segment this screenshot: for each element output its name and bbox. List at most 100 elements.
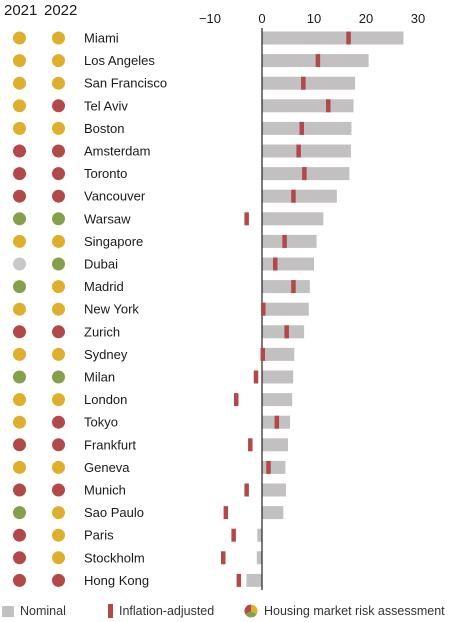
risk-dot-2022 <box>52 167 65 181</box>
inflation-adjusted-marker <box>244 212 249 226</box>
inflation-adjusted-marker <box>253 370 259 384</box>
inflation-adjusted-marker <box>221 551 226 565</box>
inflation-adjusted-swatch <box>108 604 113 618</box>
city-label: Dubai <box>84 257 118 272</box>
nominal-swatch <box>2 605 14 617</box>
risk-dot-2021 <box>13 234 26 248</box>
inflation-adjusted-marker <box>291 280 296 294</box>
inflation-adjusted-marker <box>274 415 280 429</box>
inflation-adjusted-marker <box>299 121 305 135</box>
city-label: Zurich <box>84 324 120 339</box>
city-label: San Francisco <box>84 76 167 91</box>
nominal-bar <box>262 506 284 520</box>
risk-dot-2021 <box>13 370 26 384</box>
city-label: Amsterdam <box>84 144 150 159</box>
risk-dot-2021 <box>13 438 26 452</box>
inflation-adjusted-marker <box>284 325 289 339</box>
risk-dot-2022 <box>52 76 65 90</box>
city-label: Warsaw <box>84 211 131 226</box>
inflation-adjusted-marker <box>260 347 266 361</box>
inflation-adjusted-marker <box>244 483 249 497</box>
legend-label-risk-assessment: Housing market risk assessment <box>264 604 445 618</box>
inflation-adjusted-marker <box>236 573 242 587</box>
inflation-adjusted-marker <box>302 167 307 181</box>
risk-dot-2022 <box>52 325 65 339</box>
nominal-bar <box>262 31 404 45</box>
inflation-adjusted-marker <box>223 506 229 520</box>
city-label: Paris <box>84 528 114 543</box>
risk-dot-2022 <box>52 506 65 520</box>
risk-dot-2022 <box>52 460 65 474</box>
risk-dot-2022 <box>52 415 65 429</box>
risk-dot-2021 <box>13 506 26 520</box>
year-2022-header: 2022 <box>44 2 78 19</box>
nominal-bar <box>262 438 288 452</box>
legend-item-nominal: Nominal <box>2 601 66 621</box>
inflation-adjusted-marker <box>266 460 271 474</box>
bar-layer <box>246 31 404 587</box>
nominal-bar <box>262 144 351 158</box>
inflation-adjusted-marker <box>282 234 287 248</box>
risk-dot-2021 <box>13 257 26 271</box>
risk-dot-2021 <box>13 483 26 497</box>
inflation-adjusted-marker <box>234 393 239 407</box>
nominal-bar <box>257 528 262 542</box>
risk-dot-2021 <box>13 144 26 158</box>
nominal-bar <box>262 347 295 361</box>
risk-dot-2022 <box>52 99 65 113</box>
risk-dot-2022 <box>52 551 65 565</box>
risk-dot-2021 <box>13 393 26 407</box>
year-2021-header: 2021 <box>4 2 38 19</box>
label-layer: Miami Los Angeles San Francisco Tel Aviv Bos… <box>84 31 167 588</box>
inflation-adjusted-marker <box>301 76 306 90</box>
risk-dot-2022 <box>52 212 65 226</box>
nominal-bar <box>262 460 286 474</box>
city-label: Munich <box>84 483 126 498</box>
legend-item-risk-assessment: Housing market risk assessment <box>244 601 445 621</box>
nominal-bar <box>262 121 352 135</box>
city-label: Frankfurt <box>84 437 136 452</box>
chart-legend: Nominal Inflation-adjusted Housing marke… <box>0 601 473 621</box>
inflation-adjusted-marker <box>315 54 321 68</box>
risk-dot-2021 <box>13 99 26 113</box>
risk-dot-2021 <box>13 347 26 361</box>
nominal-bar <box>262 393 293 407</box>
x-tick-label: −10 <box>199 11 221 26</box>
city-label: Milan <box>84 370 115 385</box>
risk-dot-2022 <box>52 573 65 587</box>
risk-dot-2021 <box>13 551 26 565</box>
risk-dot-2022 <box>52 280 65 294</box>
city-label: Singapore <box>84 234 143 249</box>
nominal-bar <box>262 234 317 248</box>
city-label: Los Angeles <box>84 53 155 68</box>
risk-dot-2021 <box>13 54 26 68</box>
risk-dot-2021 <box>13 573 26 587</box>
inflation-adjusted-marker <box>326 99 331 113</box>
risk-dot-2022 <box>52 438 65 452</box>
nominal-bar <box>262 189 337 203</box>
risk-dot-2022 <box>52 234 65 248</box>
risk-dot-2021 <box>13 302 26 316</box>
risk-dot-2022 <box>52 393 65 407</box>
city-label: Madrid <box>84 279 124 294</box>
inflation-adjusted-marker <box>291 189 296 203</box>
risk-dot-2021 <box>13 460 26 474</box>
nominal-bar <box>262 76 356 90</box>
risk-dot-2022 <box>52 528 65 542</box>
legend-label-nominal: Nominal <box>20 604 66 618</box>
risk-dot-2022 <box>52 483 65 497</box>
risk-dot-2021 <box>13 325 26 339</box>
risk-dot-2021 <box>13 31 26 45</box>
x-tick-label: 30 <box>411 11 425 26</box>
x-tick-label: 0 <box>258 11 265 26</box>
risk-dot-2022 <box>52 370 65 384</box>
chart-area: −10 0 10 20 30 Miami Los Angeles San Francisco… <box>13 11 425 590</box>
city-label: Tel Aviv <box>84 98 128 113</box>
city-label: Toronto <box>84 166 127 181</box>
nominal-bar <box>246 573 262 587</box>
risk-dot-2021 <box>13 212 26 226</box>
inflation-adjusted-marker <box>248 438 253 452</box>
legend-item-inflation-adjusted: Inflation-adjusted <box>108 601 214 621</box>
risk-dot-2022 <box>52 189 65 203</box>
city-label: Miami <box>84 31 119 46</box>
